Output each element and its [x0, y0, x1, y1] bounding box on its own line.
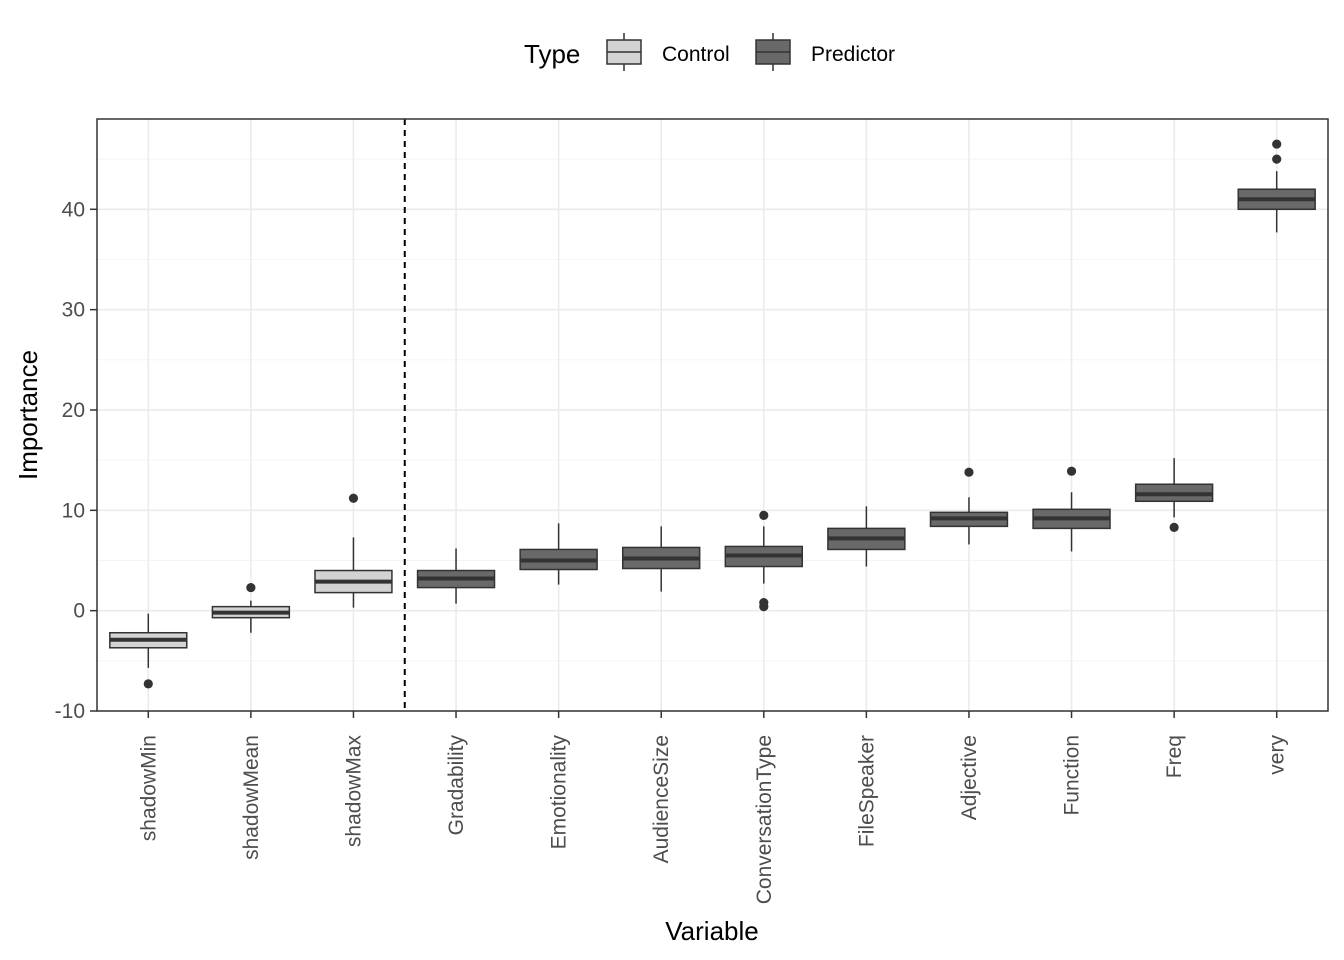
outlier-point [1169, 522, 1179, 532]
outlier-point [1272, 139, 1282, 149]
x-tick-label: Function [1061, 735, 1084, 816]
x-tick-label: AudienceSize [650, 735, 673, 863]
x-tick-label: shadowMin [137, 735, 160, 841]
y-tick-label: 0 [73, 600, 85, 623]
plot-panel [96, 118, 1329, 712]
legend-title: Type [524, 39, 580, 69]
box-Gradability [416, 548, 496, 604]
x-tick-label: Emotionality [548, 735, 571, 850]
x-axis-title: Variable [665, 916, 758, 946]
outlier-point [759, 602, 769, 612]
box-Adjective [929, 467, 1009, 545]
panel-border [96, 118, 1329, 712]
outlier-point [759, 510, 769, 520]
box-Function [1032, 466, 1111, 552]
x-axis: shadowMin shadowMean shadowMax Gradability E… [137, 711, 1289, 904]
box-ConversationType [724, 510, 804, 612]
y-tick-label: -10 [55, 700, 85, 723]
x-tick-label: Gradability [445, 735, 468, 836]
box-Emotionality [519, 523, 598, 585]
x-tick-label: shadowMean [240, 735, 263, 860]
y-axis: -10 0 10 20 30 40 [55, 198, 97, 723]
x-tick-label: shadowMax [342, 735, 365, 848]
y-tick-label: 10 [62, 499, 85, 522]
box-very [1237, 139, 1316, 233]
y-tick-label: 20 [62, 399, 85, 422]
legend-label: Control [662, 43, 730, 66]
outlier-point [246, 582, 256, 593]
x-tick-label: very [1266, 735, 1289, 775]
x-tick-label: FileSpeaker [855, 735, 878, 847]
box-shadowMax [314, 493, 393, 608]
y-axis-title: Importance [13, 350, 43, 480]
box-Freq [1134, 458, 1214, 532]
x-tick-label: Freq [1163, 735, 1186, 778]
box-shadowMin [109, 613, 188, 689]
outlier-point [964, 467, 974, 477]
legend-entry-control: Control [606, 33, 730, 71]
outlier-point [143, 679, 153, 689]
panel-background [97, 119, 1328, 711]
outlier-point [1066, 466, 1077, 476]
y-tick-label: 40 [62, 198, 85, 221]
box-AudienceSize [621, 526, 701, 592]
y-tick-label: 30 [62, 299, 85, 322]
boxes [109, 139, 1316, 689]
legend: Type Control Predictor [524, 33, 895, 71]
box-shadowMean [211, 582, 291, 633]
x-tick-label: ConversationType [753, 735, 776, 904]
box-FileSpeaker [827, 506, 906, 567]
legend-label: Predictor [811, 43, 895, 66]
legend-entry-predictor: Predictor [755, 33, 895, 71]
outlier-point [1272, 154, 1282, 164]
outlier-point [348, 493, 359, 503]
x-tick-label: Adjective [958, 735, 981, 820]
